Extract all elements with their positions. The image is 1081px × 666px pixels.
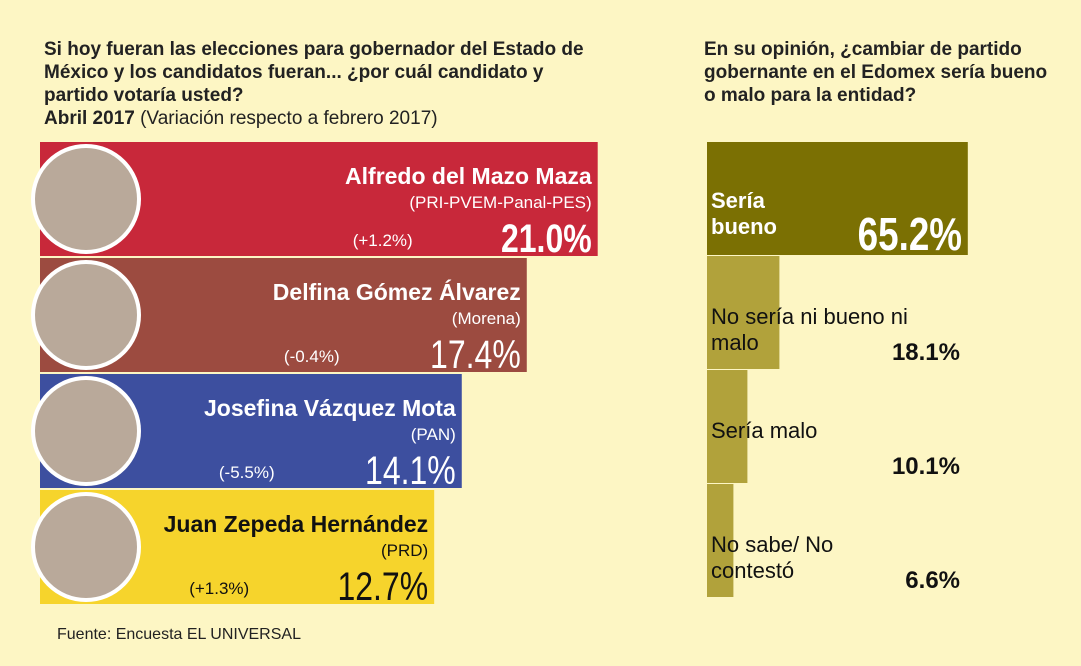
subtitle-note: (Variación respecto a febrero 2017)	[140, 108, 438, 129]
value-label: 18.1%	[892, 339, 960, 366]
party: (Morena)	[452, 309, 521, 328]
value-label: 17.4%	[430, 332, 521, 377]
photo-placeholder	[35, 264, 137, 366]
change: (-5.5%)	[219, 463, 275, 482]
party: (PRD)	[381, 541, 428, 560]
value-label: 21.0%	[501, 216, 592, 261]
value-label: 6.6%	[905, 567, 960, 594]
subtitle-row: Abril 2017 (Variación respecto a febrero…	[44, 107, 438, 130]
bar	[707, 142, 968, 255]
change: (+1.2%)	[353, 231, 413, 250]
bar	[707, 256, 780, 369]
category-label: No sería ni bueno ni malo	[711, 304, 908, 355]
chart-title: En su opinión, ¿cambiar de partido gober…	[704, 39, 1048, 106]
value-label: 65.2%	[858, 208, 962, 260]
bar	[707, 484, 734, 597]
source: Fuente: Encuesta EL UNIVERSAL	[57, 626, 301, 643]
candidate-name: Juan Zepeda Hernández	[164, 511, 429, 537]
photo-placeholder	[35, 148, 137, 250]
change: (-0.4%)	[284, 347, 340, 366]
candidate-name: Josefina Vázquez Mota	[204, 395, 456, 421]
value-label: 14.1%	[365, 448, 456, 493]
category-label: No sabe/ No contestó	[711, 532, 834, 583]
candidate-name: Delfina Gómez Álvarez	[273, 278, 521, 305]
category-label: Sería bueno	[711, 188, 777, 239]
party: (PRI-PVEM-Panal-PES)	[409, 193, 591, 212]
value-label: 12.7%	[337, 564, 428, 609]
value-label: 10.1%	[892, 453, 960, 480]
party: (PAN)	[411, 425, 456, 444]
bar	[707, 370, 748, 483]
photo-placeholder	[35, 380, 137, 482]
subtitle: Abril 2017	[44, 108, 135, 129]
change: (+1.3%)	[189, 579, 249, 598]
photo-placeholder	[35, 496, 137, 598]
candidate-name: Alfredo del Mazo Maza	[345, 163, 592, 189]
category-label: Sería malo	[711, 418, 818, 443]
chart-title: Si hoy fueran las elecciones para gobern…	[44, 39, 584, 106]
